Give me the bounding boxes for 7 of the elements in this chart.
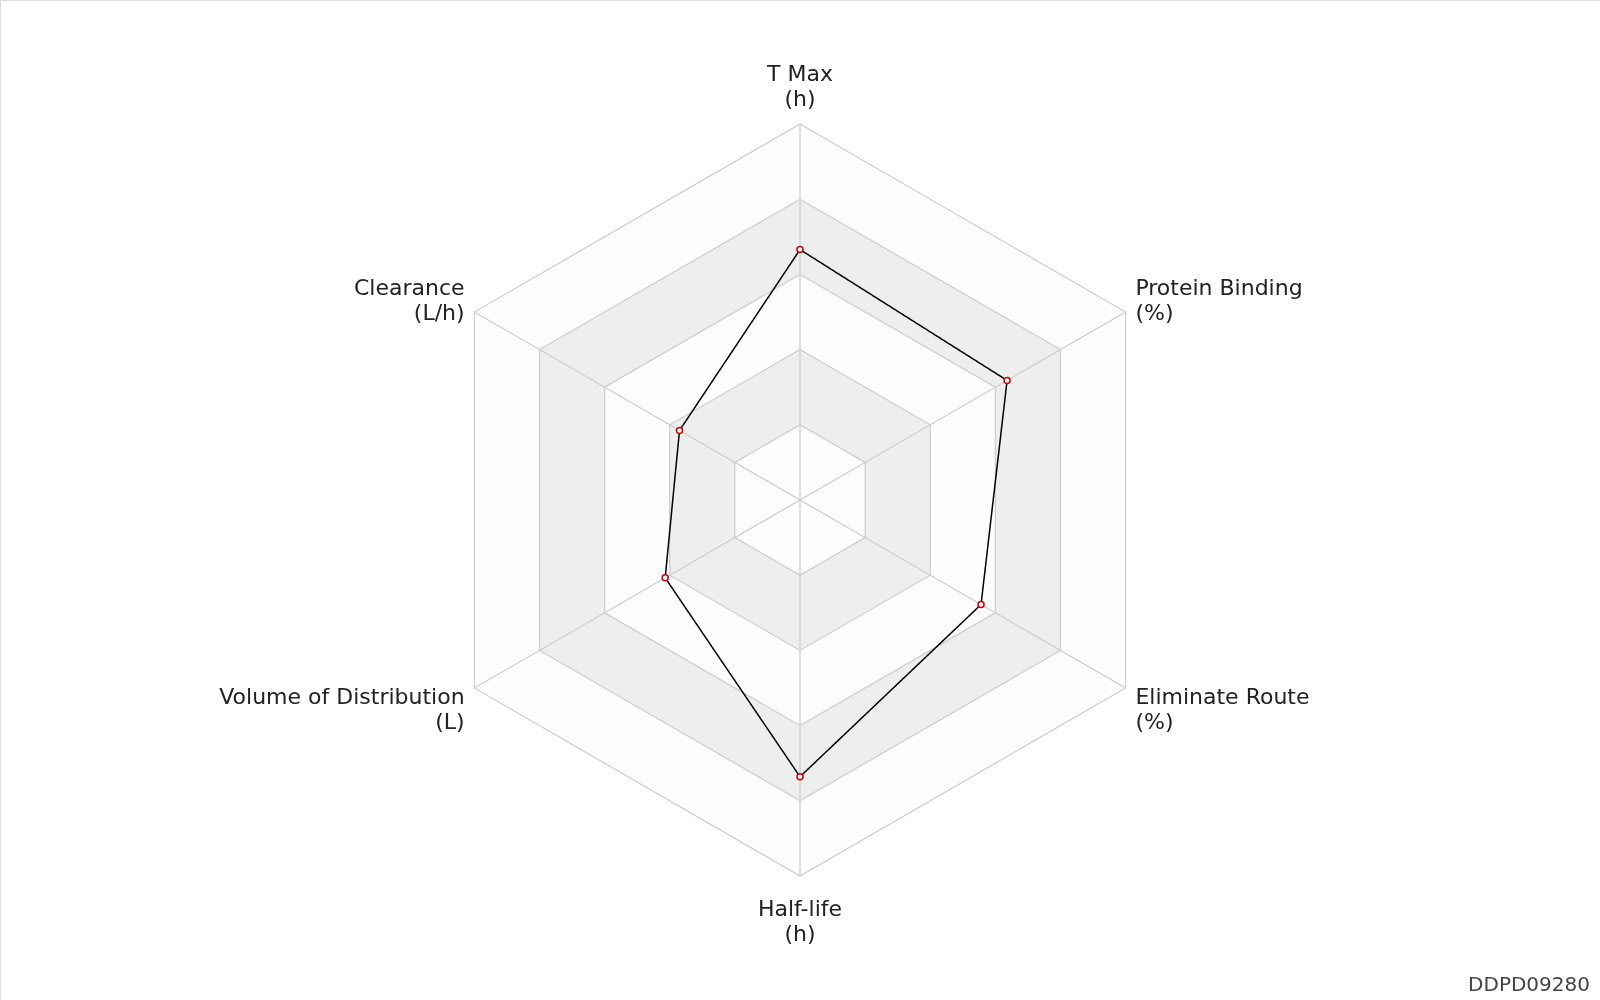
spoke-label: Volume of Distribution (L) xyxy=(219,684,465,735)
spoke-label: Clearance (L/h) xyxy=(354,274,465,325)
spoke-label: T Max (h) xyxy=(766,61,833,112)
spoke-label: Half-life (h) xyxy=(757,895,843,946)
text: DDPD09280 xyxy=(1468,972,1590,996)
spoke-label: Eliminate Route (%) xyxy=(1135,684,1310,735)
spoke-label: Protein Binding (%) xyxy=(1135,274,1303,325)
